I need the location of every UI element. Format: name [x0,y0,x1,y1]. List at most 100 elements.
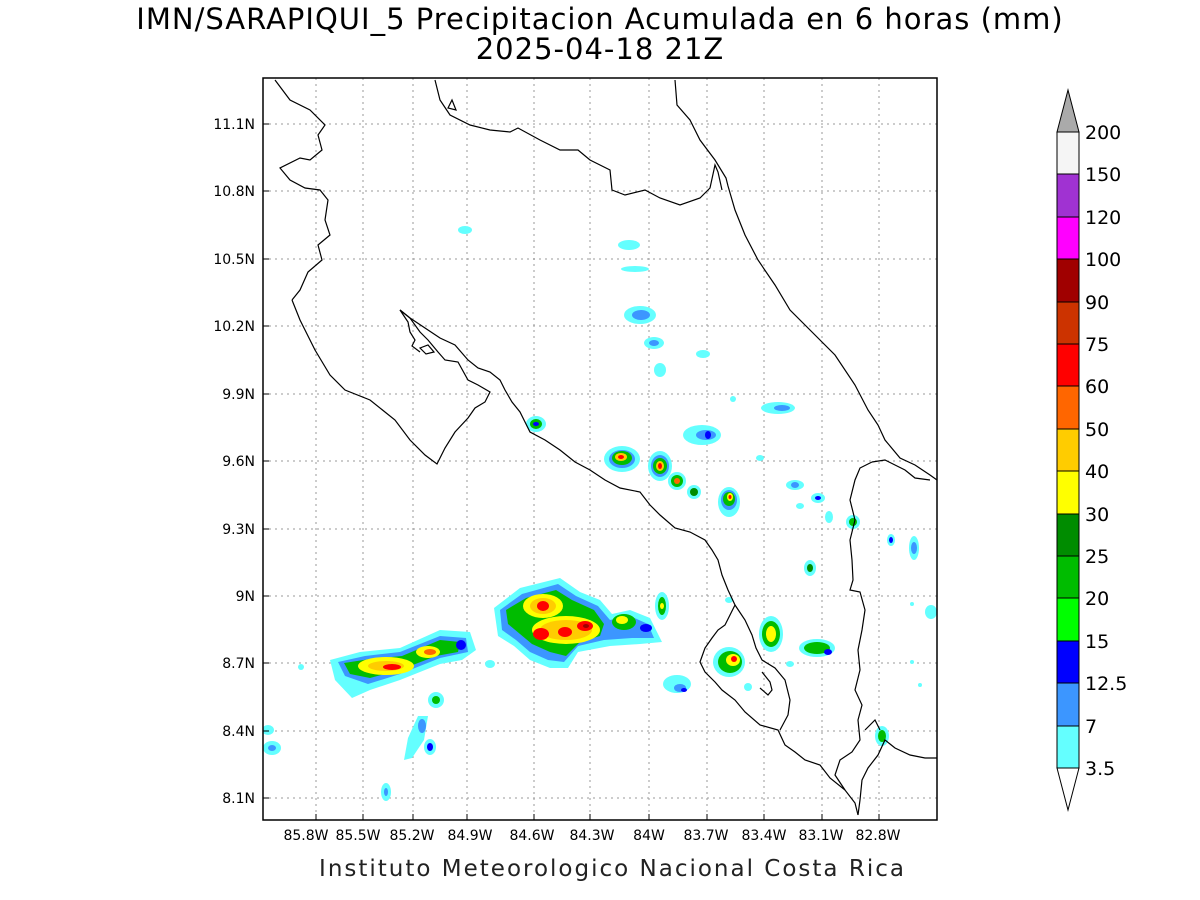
colorbar-swatch [1056,131,1080,175]
rain-cell [383,664,401,670]
rain-cell [766,626,776,642]
rain-cell [268,745,276,751]
rain-cell [889,537,893,543]
rain-cell [910,602,914,606]
rain-cell [796,503,804,509]
lat-label: 8.1N [222,791,255,807]
lat-label: 8.4N [222,724,255,740]
colorbar-swatch [1056,173,1080,218]
colorbar-swatch [1056,258,1080,303]
rain-cell [681,688,687,692]
colorbar-label: 100 [1085,249,1121,271]
rain-cell [427,743,433,751]
colorbar-swatch [1056,216,1080,260]
colorbar-label: 120 [1085,207,1121,229]
rain-cell [621,266,649,272]
rain-cell [456,640,466,650]
lat-label: 11.1N [213,117,255,133]
rain-cell [618,240,640,250]
rain-cell [558,627,572,637]
rain-cell [728,495,732,499]
rain-cell [744,683,752,691]
colorbar-top-arrow [1056,88,1080,133]
rain-cell [756,455,764,461]
colorbar-label: 75 [1085,334,1109,356]
rain-cell [640,624,652,632]
colorbar-swatch [1056,597,1080,642]
rain-cell [849,518,857,526]
coastline-path [871,459,931,481]
colorbar-swatch [1056,513,1080,557]
map-frame-bg [263,78,937,820]
rain-cell [696,350,710,358]
coastline-path [734,604,791,731]
rain-cell [384,788,388,796]
coastline-path [434,79,723,206]
colorbar-swatch [1056,725,1080,769]
colorbar-label: 15 [1085,631,1109,653]
rain-cell [658,463,662,469]
rain-cell [418,719,426,733]
colorbar-label: 7 [1085,716,1097,738]
island-path [418,344,436,355]
rain-cell [616,616,628,624]
lon-label: 84.9W [447,828,492,844]
rain-cell [804,642,830,654]
lat-label: 8.7N [222,656,255,672]
colorbar-label: 3.5 [1085,758,1115,780]
colorbar-swatch [1056,682,1080,727]
lat-labels: 11.1N 10.8N 10.5N 10.2N 9.9N 9.6N 9.3N 9… [213,117,255,807]
lat-label: 10.8N [213,184,255,200]
colorbar-swatch [1056,555,1080,599]
lat-label: 10.5N [213,252,255,268]
rain-cell [533,422,539,426]
rain-cell [731,656,737,662]
map-title: IMN/SARAPIQUI_5 Precipitacion Acumulada … [136,2,1064,36]
colorbar-swatch [1056,640,1080,684]
rain-cell [824,649,832,655]
rain-cell [825,511,833,523]
rain-cell [458,226,472,234]
rain-cell [654,363,666,377]
colorbar [1056,88,1080,812]
colorbar-label: 20 [1085,588,1109,610]
rain-cell [786,661,794,667]
colorbar-swatch [1056,385,1080,430]
lon-labels: 85.8W 85.5W 85.2W 84.9W 84.6W 84.3W 84W … [283,828,900,844]
credit-text: Instituto Meteorologico Nacional Costa R… [319,856,906,882]
rain-cell [618,455,624,459]
rain-cell [878,730,886,742]
lon-label: 85.5W [335,828,380,844]
colorbar-swatch [1056,301,1080,345]
border-path [834,461,873,791]
colorbar-swatch [1056,428,1080,472]
lon-label: 83.4W [741,828,786,844]
colorbar-swatch [1056,343,1080,387]
colorbar-label: 50 [1085,419,1109,441]
rain-cell [263,725,274,735]
coastline-path [864,718,881,731]
map-valid-time: 2025-04-18 21Z [475,32,725,66]
coastline-path [857,739,937,816]
lon-label: 84.3W [569,828,614,844]
lon-label: 83.7W [683,828,728,844]
colorbar-label: 40 [1085,461,1109,483]
lon-label: 84W [633,828,665,844]
rain-cell [533,628,549,640]
rain-cell [725,597,733,603]
lat-label: 10.2N [213,319,255,335]
colorbar-label: 150 [1085,164,1121,186]
rain-cell [660,603,664,609]
rain-cell [910,660,914,664]
rain-cell [807,564,813,572]
coastline-path [399,309,859,816]
rain-cell [432,696,440,704]
lat-label: 9.6N [222,454,255,470]
lat-label: 9.3N [222,522,255,538]
colorbar-swatch [1056,470,1080,515]
lon-label: 84.6W [509,828,554,844]
rain-cell [815,496,821,500]
coastline-path [274,79,331,301]
map-grid [263,78,937,820]
map-frame [262,77,938,821]
